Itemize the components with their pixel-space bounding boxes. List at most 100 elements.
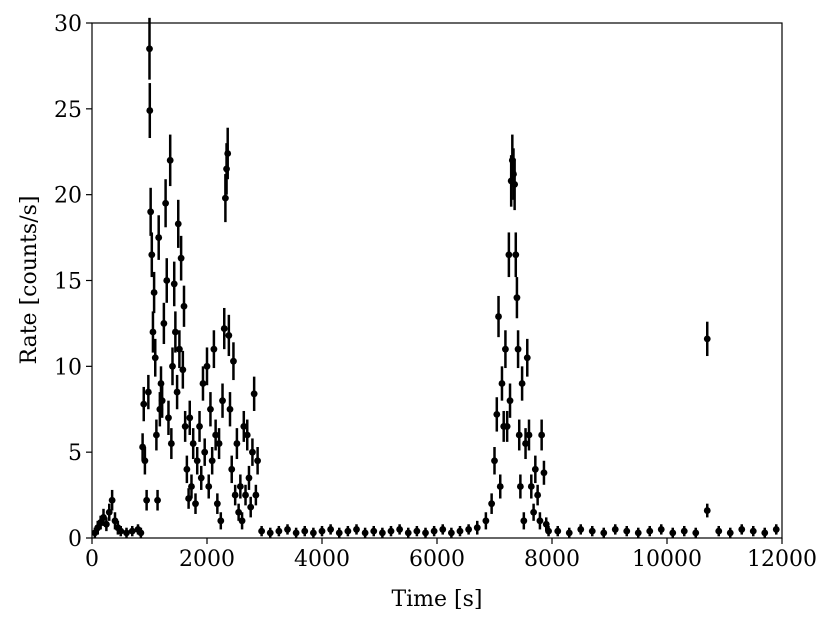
data-point [545, 527, 552, 535]
data-point [761, 529, 769, 537]
data-point [318, 527, 326, 535]
data-point [301, 527, 309, 535]
data-point [692, 529, 700, 537]
data-point [224, 150, 232, 157]
y-tick-label: 0 [68, 527, 82, 552]
data-point [512, 251, 520, 259]
data-point [611, 526, 619, 533]
data-point [530, 508, 537, 516]
data-point [531, 465, 539, 473]
data-point [186, 414, 194, 422]
data-point [738, 526, 746, 533]
y-tick-label: 25 [54, 98, 82, 123]
x-tick-label: 2000 [179, 547, 235, 572]
data-point [623, 527, 631, 535]
x-tick-label: 12000 [747, 547, 817, 572]
data-point [143, 496, 151, 504]
data-point [495, 313, 502, 320]
x-tick-label: 10000 [632, 547, 702, 572]
data-point [179, 366, 187, 374]
y-axis-label: Rate [counts/s] [17, 196, 42, 365]
data-point [522, 440, 529, 447]
data-point [215, 440, 223, 447]
data-point [146, 45, 153, 53]
data-point [523, 354, 531, 362]
data-point [387, 527, 395, 535]
data-point [527, 483, 535, 490]
y-tick-label: 10 [54, 355, 82, 380]
data-point [456, 527, 464, 535]
data-point [217, 517, 225, 525]
data-point [646, 527, 654, 535]
data-point [361, 529, 369, 537]
data-point [236, 483, 244, 490]
data-point [180, 302, 188, 310]
data-point [600, 529, 608, 537]
data-point [177, 254, 185, 262]
data-point [188, 483, 195, 490]
data-point [511, 180, 519, 188]
data-point [588, 527, 596, 535]
data-point [292, 529, 300, 537]
data-point [669, 529, 677, 537]
data-point [207, 405, 214, 413]
data-point [335, 529, 343, 537]
data-point [108, 496, 116, 504]
data-point [240, 423, 248, 430]
data-point [749, 527, 757, 535]
data-point [228, 465, 236, 473]
data-point [430, 527, 438, 535]
data-point [153, 431, 160, 439]
data-point [772, 526, 780, 533]
data-point [155, 234, 163, 241]
data-point [404, 529, 412, 537]
data-point [520, 517, 528, 525]
data-point [266, 529, 274, 537]
data-point [505, 251, 513, 259]
data-point [173, 388, 181, 396]
data-point [703, 507, 711, 514]
data-point [634, 529, 642, 537]
data-point [703, 335, 711, 343]
data-point [506, 397, 514, 405]
data-point [102, 520, 110, 528]
data-point [238, 517, 246, 525]
data-point [128, 527, 136, 535]
y-tick-label: 30 [54, 12, 82, 37]
data-point [493, 411, 501, 418]
data-point [243, 431, 251, 439]
data-point [233, 440, 241, 447]
x-tick-label: 4000 [294, 547, 350, 572]
data-point [226, 405, 234, 413]
data-point [208, 457, 216, 465]
data-point [225, 332, 233, 339]
data-point [534, 491, 542, 499]
data-point [657, 526, 665, 533]
data-point [158, 397, 166, 405]
data-point [344, 527, 352, 535]
data-point [154, 496, 161, 504]
data-point [538, 431, 546, 439]
data-point [245, 474, 253, 482]
data-point [327, 526, 335, 533]
data-point [201, 448, 209, 456]
data-point [540, 469, 548, 477]
data-point [183, 465, 191, 473]
data-point [189, 440, 197, 447]
data-point [197, 474, 205, 482]
data-point [502, 345, 509, 353]
data-point [439, 526, 447, 533]
data-point [165, 414, 172, 422]
data-point [513, 294, 521, 302]
data-point [181, 423, 189, 430]
data-point [105, 508, 113, 516]
data-point [250, 390, 258, 398]
data-point [192, 500, 199, 508]
data-point [249, 448, 256, 456]
x-tick-label: 0 [85, 547, 99, 572]
data-point [518, 380, 526, 387]
data-point [252, 491, 260, 499]
data-point [473, 524, 481, 532]
data-point [210, 345, 218, 353]
data-point [275, 527, 283, 535]
